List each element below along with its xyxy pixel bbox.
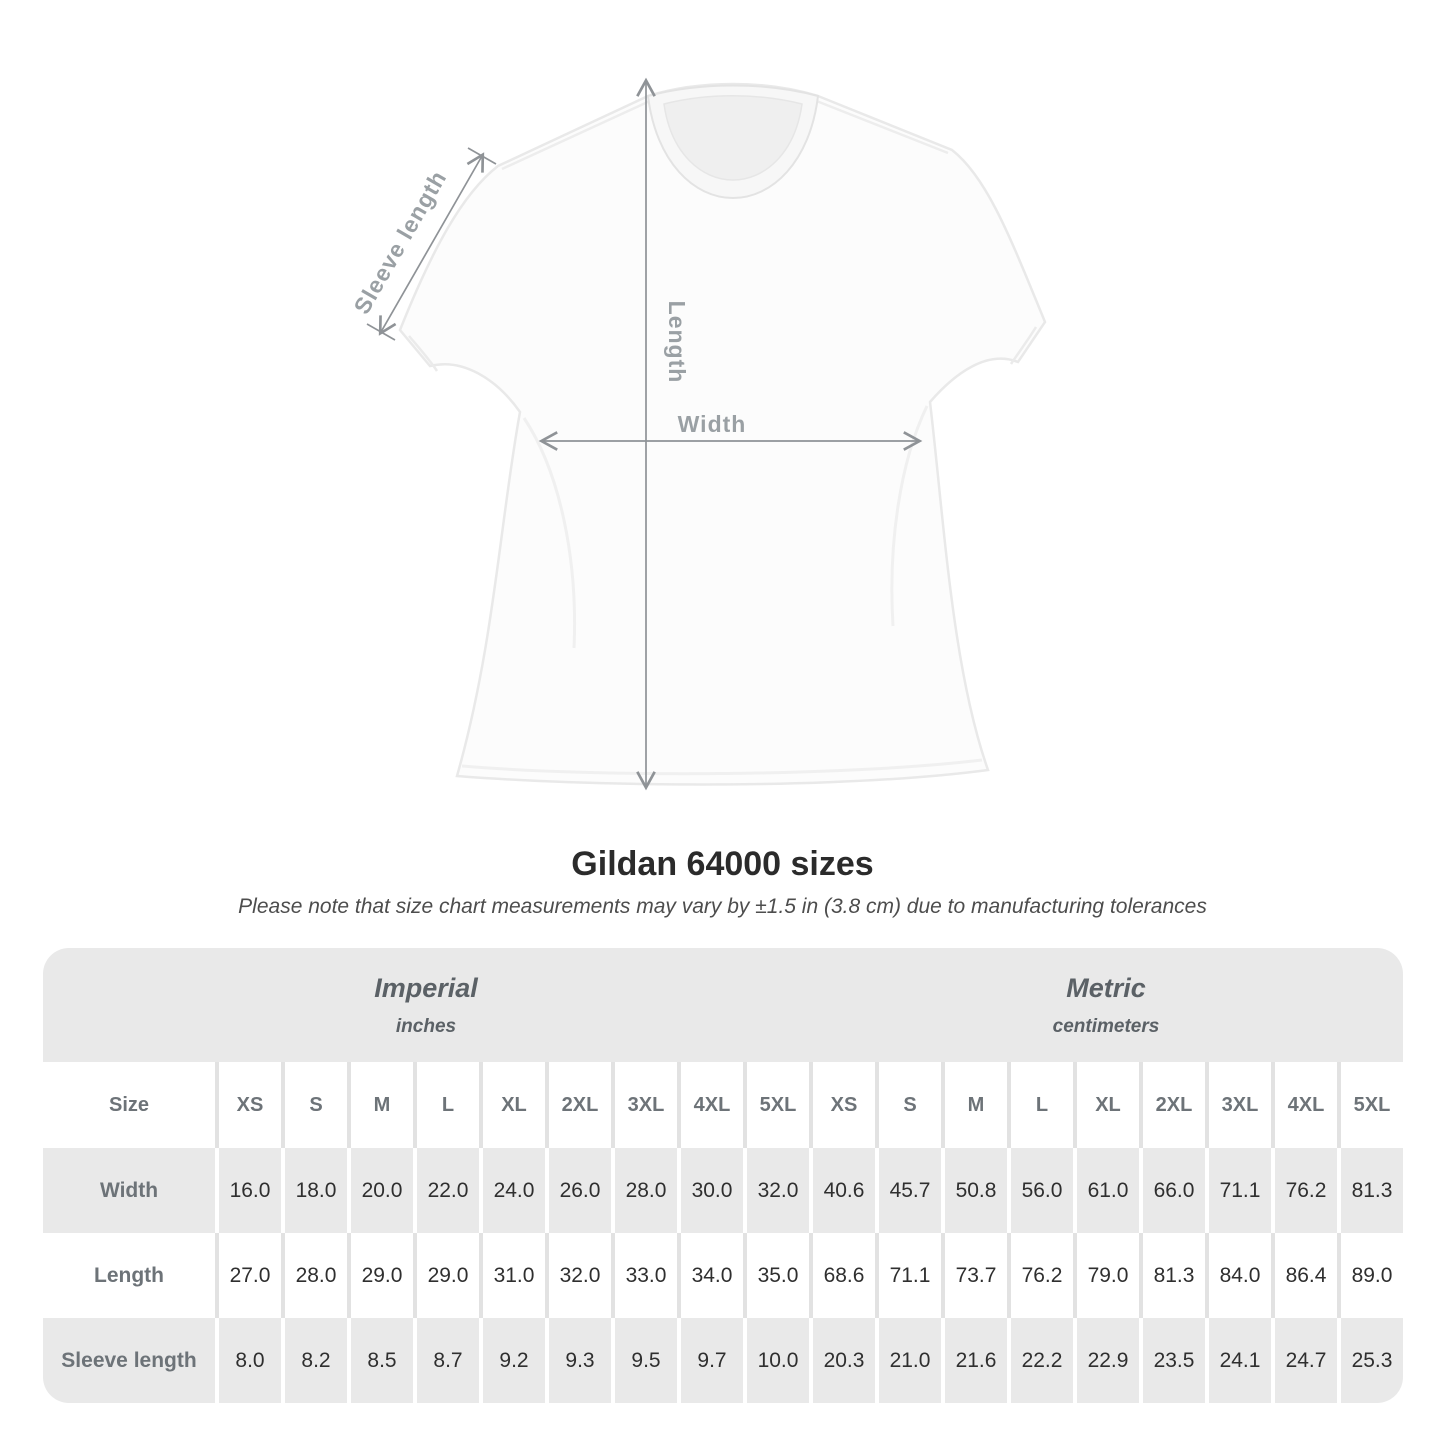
size-header: L: [1007, 1062, 1073, 1148]
size-header: L: [413, 1062, 479, 1148]
value-cell: 23.5: [1139, 1318, 1205, 1403]
sleeve-arrow-tick-top: [467, 147, 497, 165]
value-cell: 8.7: [413, 1318, 479, 1403]
size-header: S: [281, 1062, 347, 1148]
value-cell: 21.0: [875, 1318, 941, 1403]
value-cell: 22.0: [413, 1148, 479, 1233]
imperial-section-header: Imperial inches: [43, 948, 809, 1062]
value-cell: 28.0: [611, 1148, 677, 1233]
value-cell: 71.1: [1205, 1148, 1271, 1233]
value-cell: 89.0: [1337, 1233, 1403, 1318]
tolerance-note: Please note that size chart measurements…: [238, 895, 1207, 918]
value-cell: 81.3: [1139, 1233, 1205, 1318]
tshirt-diagram-svg: Width Length Sleeve length: [348, 77, 1047, 791]
imperial-section-title: Imperial: [374, 972, 478, 1003]
size-header: S: [875, 1062, 941, 1148]
value-cell: 76.2: [1271, 1148, 1337, 1233]
value-cell: 28.0: [281, 1233, 347, 1318]
value-cell: 61.0: [1073, 1148, 1139, 1233]
value-cell: 40.6: [809, 1148, 875, 1233]
table-row-width: Width 16.0 18.0 20.0 22.0 24.0 26.0 28.0…: [43, 1148, 1403, 1233]
size-header: XL: [1073, 1062, 1139, 1148]
value-cell: 16.0: [215, 1148, 281, 1233]
value-cell: 84.0: [1205, 1233, 1271, 1318]
metric-section-title: Metric: [1066, 972, 1146, 1003]
value-cell: 35.0: [743, 1233, 809, 1318]
size-header: XS: [215, 1062, 281, 1148]
metric-section-header: Metric centimeters: [809, 948, 1403, 1062]
table-row-sleeve-length: Sleeve length 8.0 8.2 8.5 8.7 9.2 9.3 9.…: [43, 1318, 1403, 1403]
size-chart-table-container: Imperial inches Metric centimeters Size …: [43, 948, 1403, 1403]
value-cell: 20.0: [347, 1148, 413, 1233]
value-cell: 20.3: [809, 1318, 875, 1403]
tshirt-measurement-diagram: Width Length Sleeve length: [348, 77, 1047, 791]
sleeve-length-arrow: [378, 152, 485, 336]
table-row-length: Length 27.0 28.0 29.0 29.0 31.0 32.0 33.…: [43, 1233, 1403, 1318]
value-cell: 18.0: [281, 1148, 347, 1233]
metric-section-unit: centimeters: [1052, 1015, 1160, 1037]
size-header-row: Size XS S M L XL 2XL 3XL 4XL 5XL XS S M …: [43, 1062, 1403, 1148]
value-cell: 29.0: [347, 1233, 413, 1318]
size-header: 4XL: [677, 1062, 743, 1148]
value-cell: 32.0: [743, 1148, 809, 1233]
value-cell: 8.2: [281, 1318, 347, 1403]
width-label: Width: [678, 411, 747, 437]
value-cell: 21.6: [941, 1318, 1007, 1403]
size-header: XS: [809, 1062, 875, 1148]
value-cell: 32.0: [545, 1233, 611, 1318]
value-cell: 45.7: [875, 1148, 941, 1233]
value-cell: 24.7: [1271, 1318, 1337, 1403]
size-header: 3XL: [611, 1062, 677, 1148]
size-header: 2XL: [545, 1062, 611, 1148]
size-header: 5XL: [1337, 1062, 1403, 1148]
value-cell: 27.0: [215, 1233, 281, 1318]
value-cell: 81.3: [1337, 1148, 1403, 1233]
value-cell: 66.0: [1139, 1148, 1205, 1233]
size-column-header: Size: [43, 1062, 215, 1148]
value-cell: 31.0: [479, 1233, 545, 1318]
sleeve-arrow-tick-bottom: [366, 323, 396, 341]
row-label: Width: [43, 1148, 215, 1233]
value-cell: 9.5: [611, 1318, 677, 1403]
value-cell: 24.0: [479, 1148, 545, 1233]
row-label: Length: [43, 1233, 215, 1318]
value-cell: 76.2: [1007, 1233, 1073, 1318]
length-label: Length: [664, 301, 690, 384]
value-cell: 10.0: [743, 1318, 809, 1403]
row-label: Sleeve length: [43, 1318, 215, 1403]
value-cell: 86.4: [1271, 1233, 1337, 1318]
value-cell: 73.7: [941, 1233, 1007, 1318]
value-cell: 22.9: [1073, 1318, 1139, 1403]
value-cell: 22.2: [1007, 1318, 1073, 1403]
size-header: M: [347, 1062, 413, 1148]
value-cell: 9.2: [479, 1318, 545, 1403]
size-header: 2XL: [1139, 1062, 1205, 1148]
value-cell: 9.7: [677, 1318, 743, 1403]
value-cell: 24.1: [1205, 1318, 1271, 1403]
value-cell: 56.0: [1007, 1148, 1073, 1233]
value-cell: 8.5: [347, 1318, 413, 1403]
value-cell: 79.0: [1073, 1233, 1139, 1318]
unit-section-row: Imperial inches Metric centimeters: [43, 948, 1403, 1062]
value-cell: 50.8: [941, 1148, 1007, 1233]
size-chart-table: Imperial inches Metric centimeters Size …: [43, 948, 1403, 1403]
value-cell: 25.3: [1337, 1318, 1403, 1403]
value-cell: 34.0: [677, 1233, 743, 1318]
value-cell: 33.0: [611, 1233, 677, 1318]
size-header: 3XL: [1205, 1062, 1271, 1148]
value-cell: 8.0: [215, 1318, 281, 1403]
size-header: XL: [479, 1062, 545, 1148]
value-cell: 30.0: [677, 1148, 743, 1233]
value-cell: 68.6: [809, 1233, 875, 1318]
imperial-section-unit: inches: [395, 1015, 457, 1037]
value-cell: 26.0: [545, 1148, 611, 1233]
value-cell: 29.0: [413, 1233, 479, 1318]
size-header: 5XL: [743, 1062, 809, 1148]
value-cell: 9.3: [545, 1318, 611, 1403]
size-header: 4XL: [1271, 1062, 1337, 1148]
value-cell: 71.1: [875, 1233, 941, 1318]
page-title: Gildan 64000 sizes: [571, 845, 874, 883]
size-header: M: [941, 1062, 1007, 1148]
